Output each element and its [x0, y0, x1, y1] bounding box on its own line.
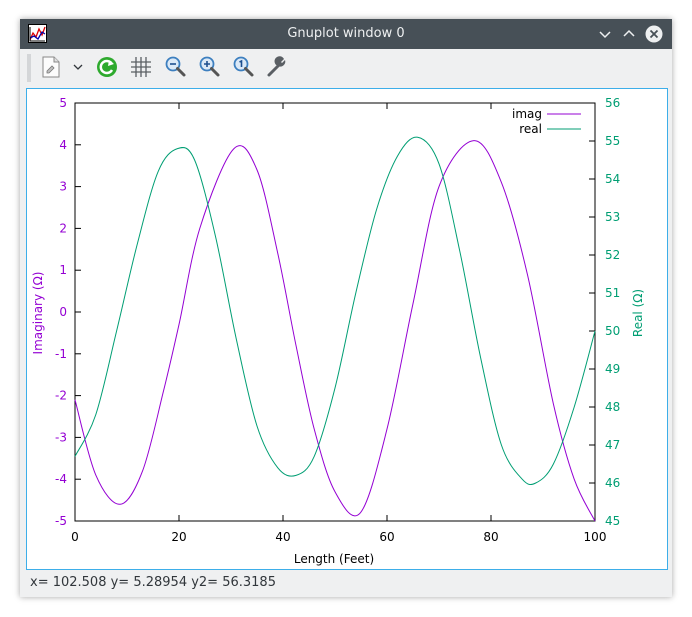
toolbar-grip-icon [27, 54, 31, 82]
x-tick-label: 100 [584, 530, 607, 544]
y2-tick-label: 48 [605, 400, 620, 414]
settings-icon[interactable] [264, 54, 290, 80]
x-tick-label: 80 [483, 530, 498, 544]
y2-axis-label: Real (Ω) [631, 289, 645, 337]
gnuplot-window: Gnuplot window 0 [20, 19, 672, 597]
y2-tick-label: 51 [605, 286, 620, 300]
series-line-imag [74, 140, 596, 522]
legend-label-real: real [519, 122, 542, 136]
y2-tick-label: 54 [605, 172, 620, 186]
replot-icon[interactable] [94, 54, 120, 80]
maximize-button[interactable] [621, 26, 637, 42]
x-tick-label: 0 [71, 530, 79, 544]
y2-tick-label: 46 [605, 476, 620, 490]
y-tick-label: -4 [55, 472, 67, 486]
legend-label-imag: imag [512, 107, 542, 121]
y-tick-label: 5 [59, 96, 67, 110]
y2-tick-label: 53 [605, 210, 620, 224]
zoom-in-icon[interactable] [196, 54, 222, 80]
toolbar [20, 49, 672, 87]
zoom-out-icon[interactable] [162, 54, 188, 80]
status-bar-coordinates: x= 102.508 y= 5.28954 y2= 56.3185 [30, 575, 276, 590]
x-tick-label: 20 [171, 530, 186, 544]
window-title: Gnuplot window 0 [287, 26, 405, 41]
y2-tick-label: 50 [605, 324, 620, 338]
plot-area[interactable]: 5 4 3 2 1 0 -1 -2 -3 -4 -5 56 55 54 53 52 51 50 49 48 47 46 4… [26, 88, 668, 570]
close-button[interactable] [645, 25, 663, 43]
y-tick-label: -2 [55, 389, 67, 403]
title-bar[interactable]: Gnuplot window 0 [20, 19, 672, 49]
grid-icon[interactable] [128, 54, 154, 80]
y-tick-label: 0 [59, 305, 67, 319]
plot-border [74, 102, 596, 522]
y-tick-label: -1 [55, 347, 67, 361]
y-tick-label: 2 [59, 221, 67, 235]
zoom-auto-icon[interactable] [230, 54, 256, 80]
y-tick-label: 3 [59, 180, 67, 194]
gnuplot-app-icon [28, 24, 47, 43]
y2-tick-label: 45 [605, 514, 620, 528]
y-axis-label: Imaginary (Ω) [31, 272, 45, 355]
y2-tick-label: 55 [605, 134, 620, 148]
y-tick-label: 1 [59, 263, 67, 277]
y-tick-label: -3 [55, 430, 67, 444]
export-icon[interactable] [38, 54, 64, 80]
minimize-button[interactable] [597, 26, 613, 42]
y2-tick-label: 56 [605, 96, 620, 110]
dropdown-icon[interactable] [70, 54, 86, 80]
x-axis-label: Length (Feet) [294, 552, 374, 566]
series-line-real [74, 136, 596, 486]
x-tick-label: 60 [379, 530, 394, 544]
x-tick-label: 40 [275, 530, 290, 544]
y-tick-label: -5 [55, 514, 67, 528]
y2-tick-label: 52 [605, 248, 620, 262]
y-tick-label: 4 [59, 138, 67, 152]
y2-tick-label: 47 [605, 438, 620, 452]
y2-tick-label: 49 [605, 362, 620, 376]
